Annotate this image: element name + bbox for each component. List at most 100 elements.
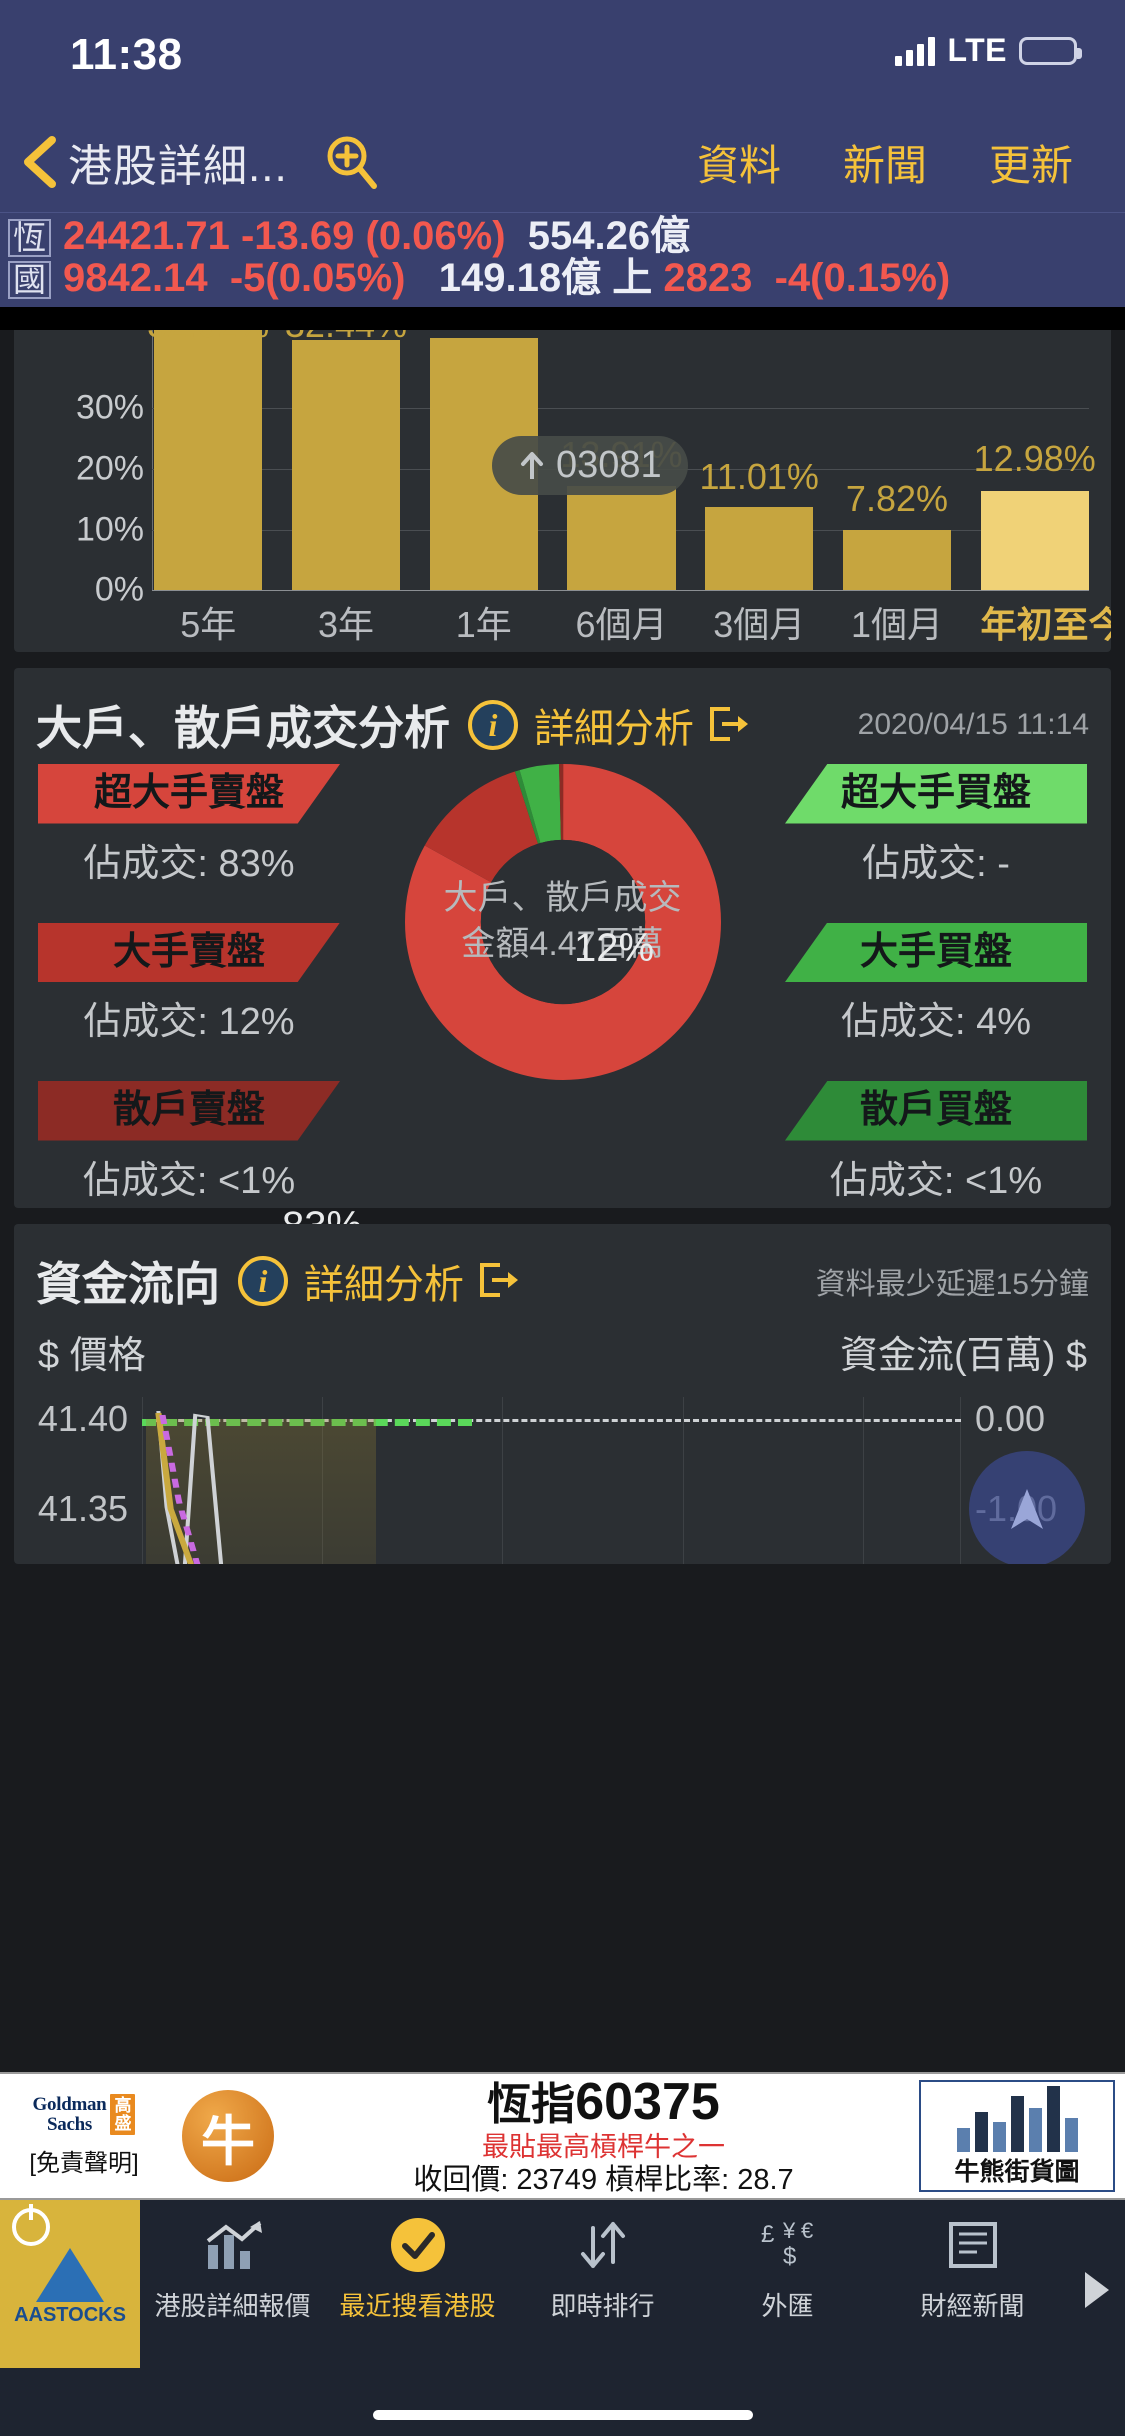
x-label-5y[interactable]: 5年 — [180, 604, 237, 645]
ticker-change-hscei: -5(0.05%) — [229, 256, 406, 300]
bar-item-3y[interactable]: 32.44% — [285, 330, 407, 590]
navigation-arrow-icon[interactable] — [969, 1451, 1085, 1564]
nav-action-refresh[interactable]: 更新 — [988, 141, 1073, 189]
svg-text:$: $ — [783, 2243, 796, 2270]
updown-arrows-icon — [575, 2214, 631, 2276]
gridline-0 — [152, 590, 1089, 591]
tag-retail-buy[interactable]: 散戶買盤 — [785, 1081, 1087, 1141]
fund-flow-header: 資金流向 i 詳細分析 資料最少延遲15分鐘 — [14, 1224, 1111, 1320]
donut-svg — [404, 764, 721, 1080]
play-arrow-icon[interactable] — [1065, 2214, 1125, 2314]
chart-line-icon — [202, 2214, 264, 2276]
x-label-1m[interactable]: 1個月 — [850, 604, 943, 645]
external-link-icon[interactable] — [704, 701, 748, 750]
index-ticker[interactable]: 恆 24421.71 -13.69 (0.06%) 554.26億 國 9842… — [0, 212, 1125, 307]
ad-brand-cn: 高盛 — [110, 2093, 136, 2136]
ad-thumbnail[interactable]: 牛熊街貨圖 — [919, 2080, 1115, 2192]
donut-slice-label-12: 12% — [574, 926, 655, 970]
tag-super-big-buy-value: 佔成交: - — [862, 842, 1010, 885]
x-label-3y[interactable]: 3年 — [317, 604, 374, 645]
tab-ranking[interactable]: 即時排行 — [510, 2214, 695, 2323]
ad-headline: 恆指60375 — [487, 2072, 720, 2131]
app-logo[interactable]: AASTOCKS — [0, 2200, 140, 2368]
ticker-value-hsi: 24421.71 — [63, 214, 230, 258]
ad-bull-icon: 牛 — [168, 2074, 288, 2198]
nav-action-data[interactable]: 資料 — [696, 141, 781, 189]
bar-chart-plot: 30% 20% 10% 0% 32.02% 32.44% 13.91% — [14, 330, 1111, 609]
fund-flow-title: 資金流向 — [36, 1258, 220, 1310]
performance-bar-chart[interactable]: 30% 20% 10% 0% 32.02% 32.44% 13.91% — [14, 330, 1111, 652]
tag-retail-buy-value: 佔成交: <1% — [829, 1159, 1043, 1202]
fund-flow-plot[interactable]: 41.40 41.35 41.30 0.00 -1.00 -2.00 — [14, 1397, 1111, 1564]
ticker-row-hsi[interactable]: 恆 24421.71 -13.69 (0.06%) 554.26億 — [0, 215, 1125, 257]
sell-side-legend: 超大手賣盤 佔成交: 83% 大手賣盤 佔成交: 12% 散戶賣盤 佔成交: <… — [38, 764, 340, 1240]
x-label-3m[interactable]: 3個月 — [713, 604, 806, 645]
y-axis-line — [152, 330, 153, 590]
tag-big-buy[interactable]: 大手買盤 — [785, 922, 1087, 982]
major-retail-detail-link[interactable]: 詳細分析 — [534, 707, 694, 751]
donut-center-line2: 金額4.47百萬 — [461, 925, 664, 963]
fund-flow-detail-link[interactable]: 詳細分析 — [304, 1263, 464, 1307]
tab-items: 港股詳細報價 最近搜看港股 即時排行 £ ¥ € $ 外匯 財經新聞 — [140, 2200, 1125, 2323]
bar-item-1m[interactable]: 7.82% — [842, 330, 952, 590]
ticker-row-hscei[interactable]: 國 9842.14 -5(0.05%) 149.18億 上 2823 -4(0.… — [0, 257, 1125, 299]
bar-value-1m: 7.82% — [845, 478, 949, 519]
bar-item-3m[interactable]: 11.01% — [700, 330, 819, 590]
fund-flow-series-line — [142, 1419, 472, 1426]
ticker-symbol-hscei: 國 — [8, 261, 51, 299]
back-button[interactable] — [18, 132, 64, 192]
info-icon[interactable]: i — [238, 1256, 288, 1306]
y-tick-10: 10% — [75, 510, 144, 549]
bar-chart-icon — [956, 2082, 1078, 2152]
nav-actions: 資料 新聞 更新 — [697, 132, 1125, 193]
bar-item-5y[interactable]: 32.02% — [147, 330, 269, 590]
info-icon[interactable]: i — [468, 700, 518, 750]
bar-value-ytd: 12.98% — [973, 438, 1096, 479]
bar-chart-x-labels: 5年 3年 1年 6個月 3個月 1個月 年初至今 — [154, 596, 1112, 652]
x-label-1y[interactable]: 1年 — [455, 604, 512, 645]
x-label-ytd[interactable]: 年初至今 — [980, 604, 1112, 645]
tab-quote[interactable]: 港股詳細報價 — [140, 2214, 325, 2323]
magnifier-plus-icon[interactable] — [322, 132, 382, 192]
ad-thumbnail-caption: 牛熊街貨圖 — [954, 2158, 1080, 2186]
ad-subline: 最貼最高槓桿牛之一 — [482, 2132, 725, 2162]
power-icon[interactable] — [12, 2208, 50, 2246]
logo-triangle-icon — [36, 2247, 104, 2302]
fund-flow-card: 資金流向 i 詳細分析 資料最少延遲15分鐘 $ 價格 資金流(百萬) $ — [14, 1224, 1111, 1564]
tag-super-big-buy[interactable]: 超大手買盤 — [785, 764, 1087, 824]
zero-line — [142, 1419, 961, 1422]
bottom-tab-bar: AASTOCKS 港股詳細報價 最近搜看港股 即時排行 £ ¥ € $ 外匯 — [0, 2200, 1125, 2436]
page-title: 港股詳細... — [68, 142, 288, 191]
battery-icon — [1019, 36, 1082, 65]
donut-center-line1: 大戶、散戶成交 — [443, 879, 682, 918]
donut-chart[interactable]: 大戶、散戶成交 金額4.47百萬 — [404, 764, 721, 1080]
tag-big-sell[interactable]: 大手賣盤 — [38, 922, 340, 982]
svg-text:¥: ¥ — [782, 2218, 796, 2243]
nav-action-news[interactable]: 新聞 — [842, 141, 927, 189]
tab-news-label: 財經新聞 — [920, 2291, 1025, 2321]
bar-value-3m: 11.01% — [699, 456, 819, 497]
tab-ranking-label: 即時排行 — [550, 2291, 655, 2321]
tag-big-buy-value: 佔成交: 4% — [840, 1001, 1032, 1043]
ticker-value-sse: 2823 — [663, 256, 753, 300]
tag-super-big-sell[interactable]: 超大手賣盤 — [38, 764, 340, 824]
external-link-icon[interactable] — [474, 1257, 518, 1306]
advertisement-banner[interactable]: Goldman Sachs 高盛 [免責聲明] 牛 恆指60375 最貼最高槓桿牛… — [0, 2072, 1125, 2200]
ticker-value-hscei: 9842.14 — [63, 256, 208, 300]
chart-tooltip: 03081 — [492, 436, 688, 495]
svg-text:€: € — [801, 2218, 813, 2243]
network-type-label: LTE — [947, 32, 1007, 68]
tab-recent-label: 最近搜看港股 — [339, 2291, 496, 2321]
tab-recent[interactable]: 最近搜看港股 — [325, 2214, 510, 2323]
ad-disclaimer-link[interactable]: [免責聲明] — [29, 2150, 139, 2178]
app-logo-text: AASTOCKS — [14, 2303, 126, 2326]
tag-retail-sell[interactable]: 散戶賣盤 — [38, 1081, 340, 1141]
tab-forex-label: 外匯 — [761, 2291, 814, 2321]
fund-flow-axis-right: 資金流(百萬) $ — [839, 1335, 1087, 1377]
x-label-6m[interactable]: 6個月 — [575, 604, 668, 645]
tab-forex[interactable]: £ ¥ € $ 外匯 — [695, 2214, 880, 2323]
bar-item-ytd[interactable]: 12.98% — [974, 330, 1096, 590]
ticker-symbol-sse: 上 — [612, 256, 653, 300]
fund-flow-delay-note: 資料最少延遲15分鐘 — [815, 1268, 1089, 1301]
tab-news[interactable]: 財經新聞 — [880, 2214, 1065, 2323]
